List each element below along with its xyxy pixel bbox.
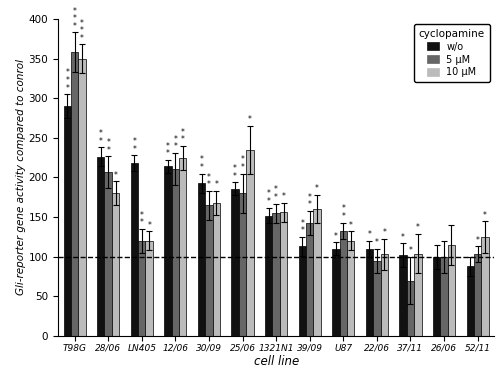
Bar <box>400 255 407 336</box>
X-axis label: cell line: cell line <box>254 355 299 368</box>
Bar <box>246 150 254 336</box>
Text: *
*: * * <box>99 129 102 146</box>
Bar <box>64 106 71 336</box>
Text: *
*
*: * * * <box>72 7 76 31</box>
Text: *: * <box>416 223 420 232</box>
Bar <box>440 257 448 336</box>
Text: *: * <box>214 180 218 189</box>
Bar <box>347 241 354 336</box>
Bar <box>179 158 186 336</box>
Bar <box>206 205 212 336</box>
Text: *
*
*: * * * <box>66 68 69 93</box>
Text: *
*: * * <box>274 186 278 202</box>
Text: *: * <box>382 228 386 237</box>
Bar <box>433 257 440 336</box>
Bar <box>314 209 321 336</box>
Bar <box>474 254 482 336</box>
Bar <box>212 203 220 336</box>
Text: *
*: * * <box>267 189 270 206</box>
Text: *
*: * * <box>300 219 304 235</box>
Bar <box>172 169 179 336</box>
Text: *
*: * * <box>132 137 136 154</box>
Bar <box>130 163 138 336</box>
Bar <box>407 280 414 336</box>
Bar <box>97 157 104 336</box>
Legend: w/o, 5 μM, 10 μM: w/o, 5 μM, 10 μM <box>414 24 490 82</box>
Bar <box>332 249 340 336</box>
Bar <box>198 183 205 336</box>
Text: *
*
*: * * * <box>80 19 84 43</box>
Text: *: * <box>375 238 379 247</box>
Text: *: * <box>476 236 480 245</box>
Bar <box>104 172 112 336</box>
Text: *
*: * * <box>200 155 203 172</box>
Text: *: * <box>248 116 252 125</box>
Text: *
*: * * <box>342 205 345 221</box>
Bar <box>146 241 153 336</box>
Bar <box>340 231 347 336</box>
Bar <box>298 246 306 336</box>
Text: *: * <box>315 184 319 193</box>
Bar <box>466 266 474 336</box>
Text: *
*: * * <box>166 142 170 159</box>
Text: *: * <box>401 233 405 242</box>
Text: *: * <box>147 221 151 230</box>
Bar <box>306 223 314 336</box>
Bar <box>380 254 388 336</box>
Bar <box>78 59 86 336</box>
Text: *
*: * * <box>174 135 178 151</box>
Bar <box>71 52 78 336</box>
Bar <box>164 166 172 336</box>
Text: *: * <box>368 230 372 239</box>
Bar <box>239 193 246 336</box>
Y-axis label: Gli-reporter gene activity compared to conrol: Gli-reporter gene activity compared to c… <box>16 59 26 295</box>
Text: *: * <box>282 192 286 201</box>
Text: *
*: * * <box>140 211 143 227</box>
Bar <box>448 245 455 336</box>
Text: *: * <box>114 171 117 180</box>
Bar <box>366 249 373 336</box>
Bar <box>265 215 272 336</box>
Bar <box>232 188 239 336</box>
Bar <box>373 261 380 336</box>
Bar <box>482 237 488 336</box>
Bar <box>112 193 120 336</box>
Bar <box>280 212 287 336</box>
Text: *
*: * * <box>240 155 244 172</box>
Bar <box>414 254 422 336</box>
Bar <box>272 213 280 336</box>
Text: *: * <box>349 221 352 230</box>
Text: *: * <box>483 211 487 220</box>
Text: *
*: * * <box>181 128 184 144</box>
Text: *: * <box>334 232 338 241</box>
Text: *
*: * * <box>308 193 312 209</box>
Bar <box>138 241 145 336</box>
Text: *
*: * * <box>233 164 237 181</box>
Text: *
*: * * <box>207 173 211 189</box>
Text: *: * <box>408 246 412 255</box>
Text: *
*: * * <box>106 138 110 154</box>
